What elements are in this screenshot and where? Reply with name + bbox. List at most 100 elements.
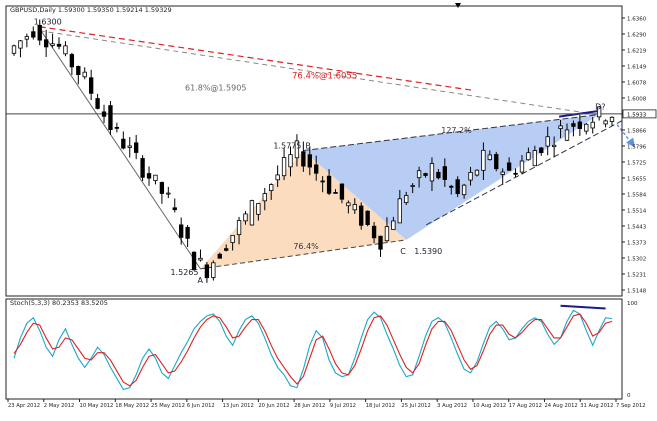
candle-body — [11, 45, 17, 54]
candle-body — [558, 125, 563, 129]
candle-body — [185, 227, 190, 239]
y-tick-label: 1.5443 — [627, 225, 647, 231]
candle-body — [539, 147, 544, 154]
candle-body — [204, 264, 210, 279]
candle-body — [429, 163, 435, 182]
current-price-label: 1.5933 — [627, 112, 647, 118]
candle-body — [519, 160, 525, 173]
candle-body — [24, 36, 30, 40]
candle-body — [603, 120, 608, 125]
x-tick-label: 18 Jul 2012 — [366, 403, 395, 409]
point-a-label: A — [197, 276, 203, 285]
fib-764-label: 76.4%@1.6055 — [292, 72, 357, 82]
candle-body — [56, 43, 62, 47]
candle-body — [108, 105, 113, 131]
stoch-tick-bottom: 0 — [627, 393, 631, 399]
candle-body — [481, 149, 486, 171]
candle-body — [159, 182, 165, 194]
y-tick-label: 1.6149 — [627, 65, 647, 71]
candle-body — [596, 106, 602, 118]
fib-764-line — [39, 26, 473, 91]
y-tick-label: 1.6078 — [627, 81, 647, 87]
candle-body — [397, 198, 402, 224]
candle-body — [571, 123, 576, 127]
candle-body — [256, 203, 261, 215]
y-tick-label: 1.6219 — [627, 49, 647, 55]
ac-leg — [200, 239, 407, 270]
point-b-price-label: 1.5775 — [273, 142, 301, 151]
candle-body — [301, 151, 306, 167]
candle-body — [243, 213, 248, 222]
candle-body — [378, 235, 383, 250]
axes-layer: GBPUSD,Daily 1.59300 1.59350 1.59214 1.5… — [5, 3, 657, 409]
candle-body — [564, 129, 570, 141]
candle-body — [384, 226, 390, 242]
candle-body — [609, 116, 615, 122]
candle-body — [423, 173, 428, 176]
candle-body — [339, 183, 345, 200]
y-tick-label: 1.5231 — [627, 273, 646, 279]
y-tick-label: 1.5725 — [627, 161, 647, 167]
candle-body — [281, 157, 287, 177]
candle-body — [95, 98, 100, 109]
x-tick-label: 24 Aug 2012 — [544, 403, 577, 409]
candle-body — [532, 150, 538, 167]
candle-body — [391, 220, 396, 230]
y-tick-label: 1.5584 — [627, 193, 647, 199]
candle-body — [50, 43, 55, 46]
candle-body — [371, 225, 377, 239]
x-tick-label: 10 May 2012 — [80, 403, 114, 409]
candle-body — [442, 166, 447, 180]
y-tick-label: 1.6290 — [627, 33, 647, 39]
stoch-divergence-line — [560, 304, 606, 310]
candle-body — [551, 144, 557, 148]
price-header: GBPUSD,Daily 1.59300 1.59350 1.59214 1.5… — [10, 6, 172, 14]
candle-body — [359, 205, 364, 226]
candle-body — [121, 138, 126, 149]
stoch-tick-top: 100 — [627, 301, 638, 307]
candle-body — [31, 31, 36, 38]
x-tick-label: 7 Sep 2012 — [616, 403, 646, 409]
candle-body — [487, 154, 492, 161]
stochastic-panel: Stoch(5,3,3) 80.2353 83.5205 — [10, 299, 613, 391]
candle-body — [461, 184, 467, 196]
y-tick-label: 1.5866 — [627, 129, 647, 135]
candle-body — [230, 234, 235, 244]
point-c-label: C — [400, 247, 406, 256]
cd-channel — [426, 119, 625, 226]
point-c-price-label: 1.5390 — [414, 247, 442, 256]
candle-body — [114, 126, 120, 129]
candle-body — [500, 171, 505, 175]
candle-body — [198, 257, 203, 261]
x-tick-label: 18 May 2012 — [115, 403, 149, 409]
candle-body — [153, 174, 158, 182]
abc-triangle — [200, 150, 407, 269]
x-tick-label: 25 Jul 2012 — [401, 403, 430, 409]
candle-body — [449, 185, 454, 188]
candle-body — [82, 71, 87, 78]
point-d-label: D? — [595, 103, 605, 112]
stoch-header: Stoch(5,3,3) 80.2353 83.5205 — [10, 299, 108, 307]
current-price-box — [622, 109, 657, 119]
candle-body — [545, 136, 550, 147]
x-tick-label: 31 Aug 2012 — [580, 403, 613, 409]
candle-body — [217, 253, 222, 259]
candle-body — [191, 251, 197, 271]
projection-arrow — [616, 124, 632, 144]
candle-body — [269, 184, 274, 191]
candle-body — [211, 262, 216, 278]
point-x-label: 1.6300 — [34, 18, 62, 27]
x-tick-label: 28 Jun 2012 — [294, 403, 325, 409]
x-tick-label: 23 Apr 2012 — [8, 403, 40, 409]
candle-body — [307, 154, 312, 168]
y-tick-label: 1.6008 — [627, 97, 647, 103]
price-frame — [5, 5, 623, 297]
candle-body — [140, 158, 145, 178]
candle-body — [365, 210, 370, 225]
candle-body — [346, 202, 351, 207]
shift-marker-icon — [455, 3, 461, 8]
candle-body — [352, 204, 357, 211]
candle-body — [127, 145, 132, 148]
